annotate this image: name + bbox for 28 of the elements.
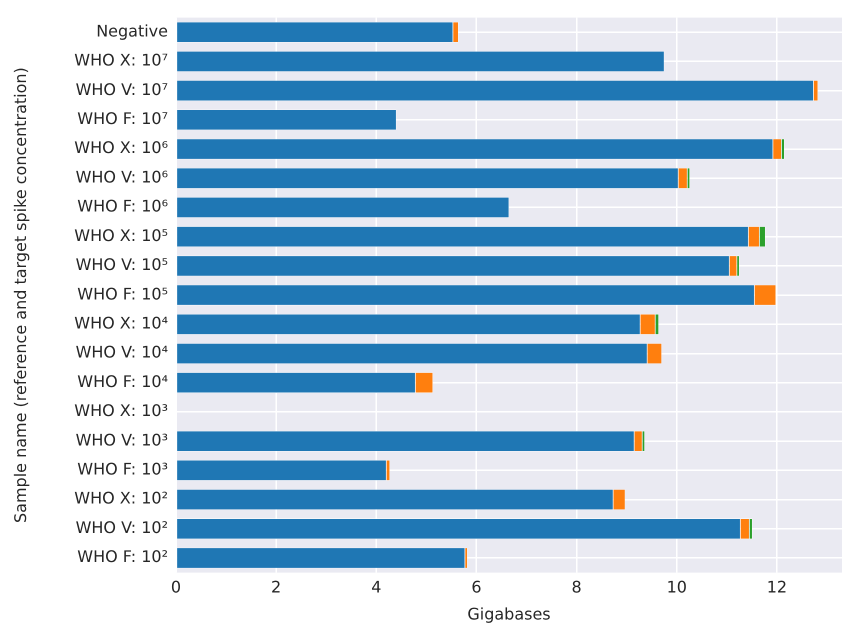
y-tick-label: WHO X: 10³ (74, 401, 168, 420)
x-tick-label: 12 (766, 577, 788, 596)
y-tick-label: WHO V: 10⁵ (76, 255, 168, 274)
y-tick-label: WHO V: 10³ (76, 430, 168, 450)
x-tick-label: 2 (271, 577, 282, 596)
y-tick-label: WHO X: 10⁶ (74, 138, 168, 158)
y-tick-label: WHO V: 10⁷ (76, 80, 168, 99)
x-tick-label: 0 (170, 577, 182, 596)
y-tick-label: WHO V: 10⁶ (76, 167, 168, 186)
y-tick-label: WHO F: 10³ (77, 460, 168, 479)
y-axis-title: Sample name (reference and target spike concentration) (10, 67, 30, 524)
y-tick-label: WHO X: 10² (74, 488, 168, 508)
y-tick-label: WHO X: 10⁷ (74, 50, 168, 70)
y-tick-label: WHO V: 10⁴ (76, 342, 168, 362)
y-tick-label: WHO F: 10⁴ (77, 372, 168, 391)
x-tick-label: 8 (572, 577, 582, 596)
x-tick-label: 4 (371, 577, 382, 596)
x-axis-title: Gigabases (467, 604, 551, 624)
y-tick-label: Negative (96, 21, 168, 40)
x-tick-label: 10 (666, 577, 687, 596)
y-tick-label: WHO F: 10⁶ (77, 196, 168, 216)
y-tick-label: WHO X: 10⁴ (74, 313, 168, 332)
y-tick-label: WHO X: 10⁵ (74, 226, 168, 245)
y-tick-label: WHO F: 10⁵ (77, 284, 168, 304)
y-tick-label: WHO V: 10² (76, 518, 168, 537)
y-tick-label: WHO F: 10² (77, 547, 168, 566)
y-tick-label: WHO F: 10⁷ (77, 108, 168, 128)
x-tick-label: 6 (471, 577, 482, 596)
